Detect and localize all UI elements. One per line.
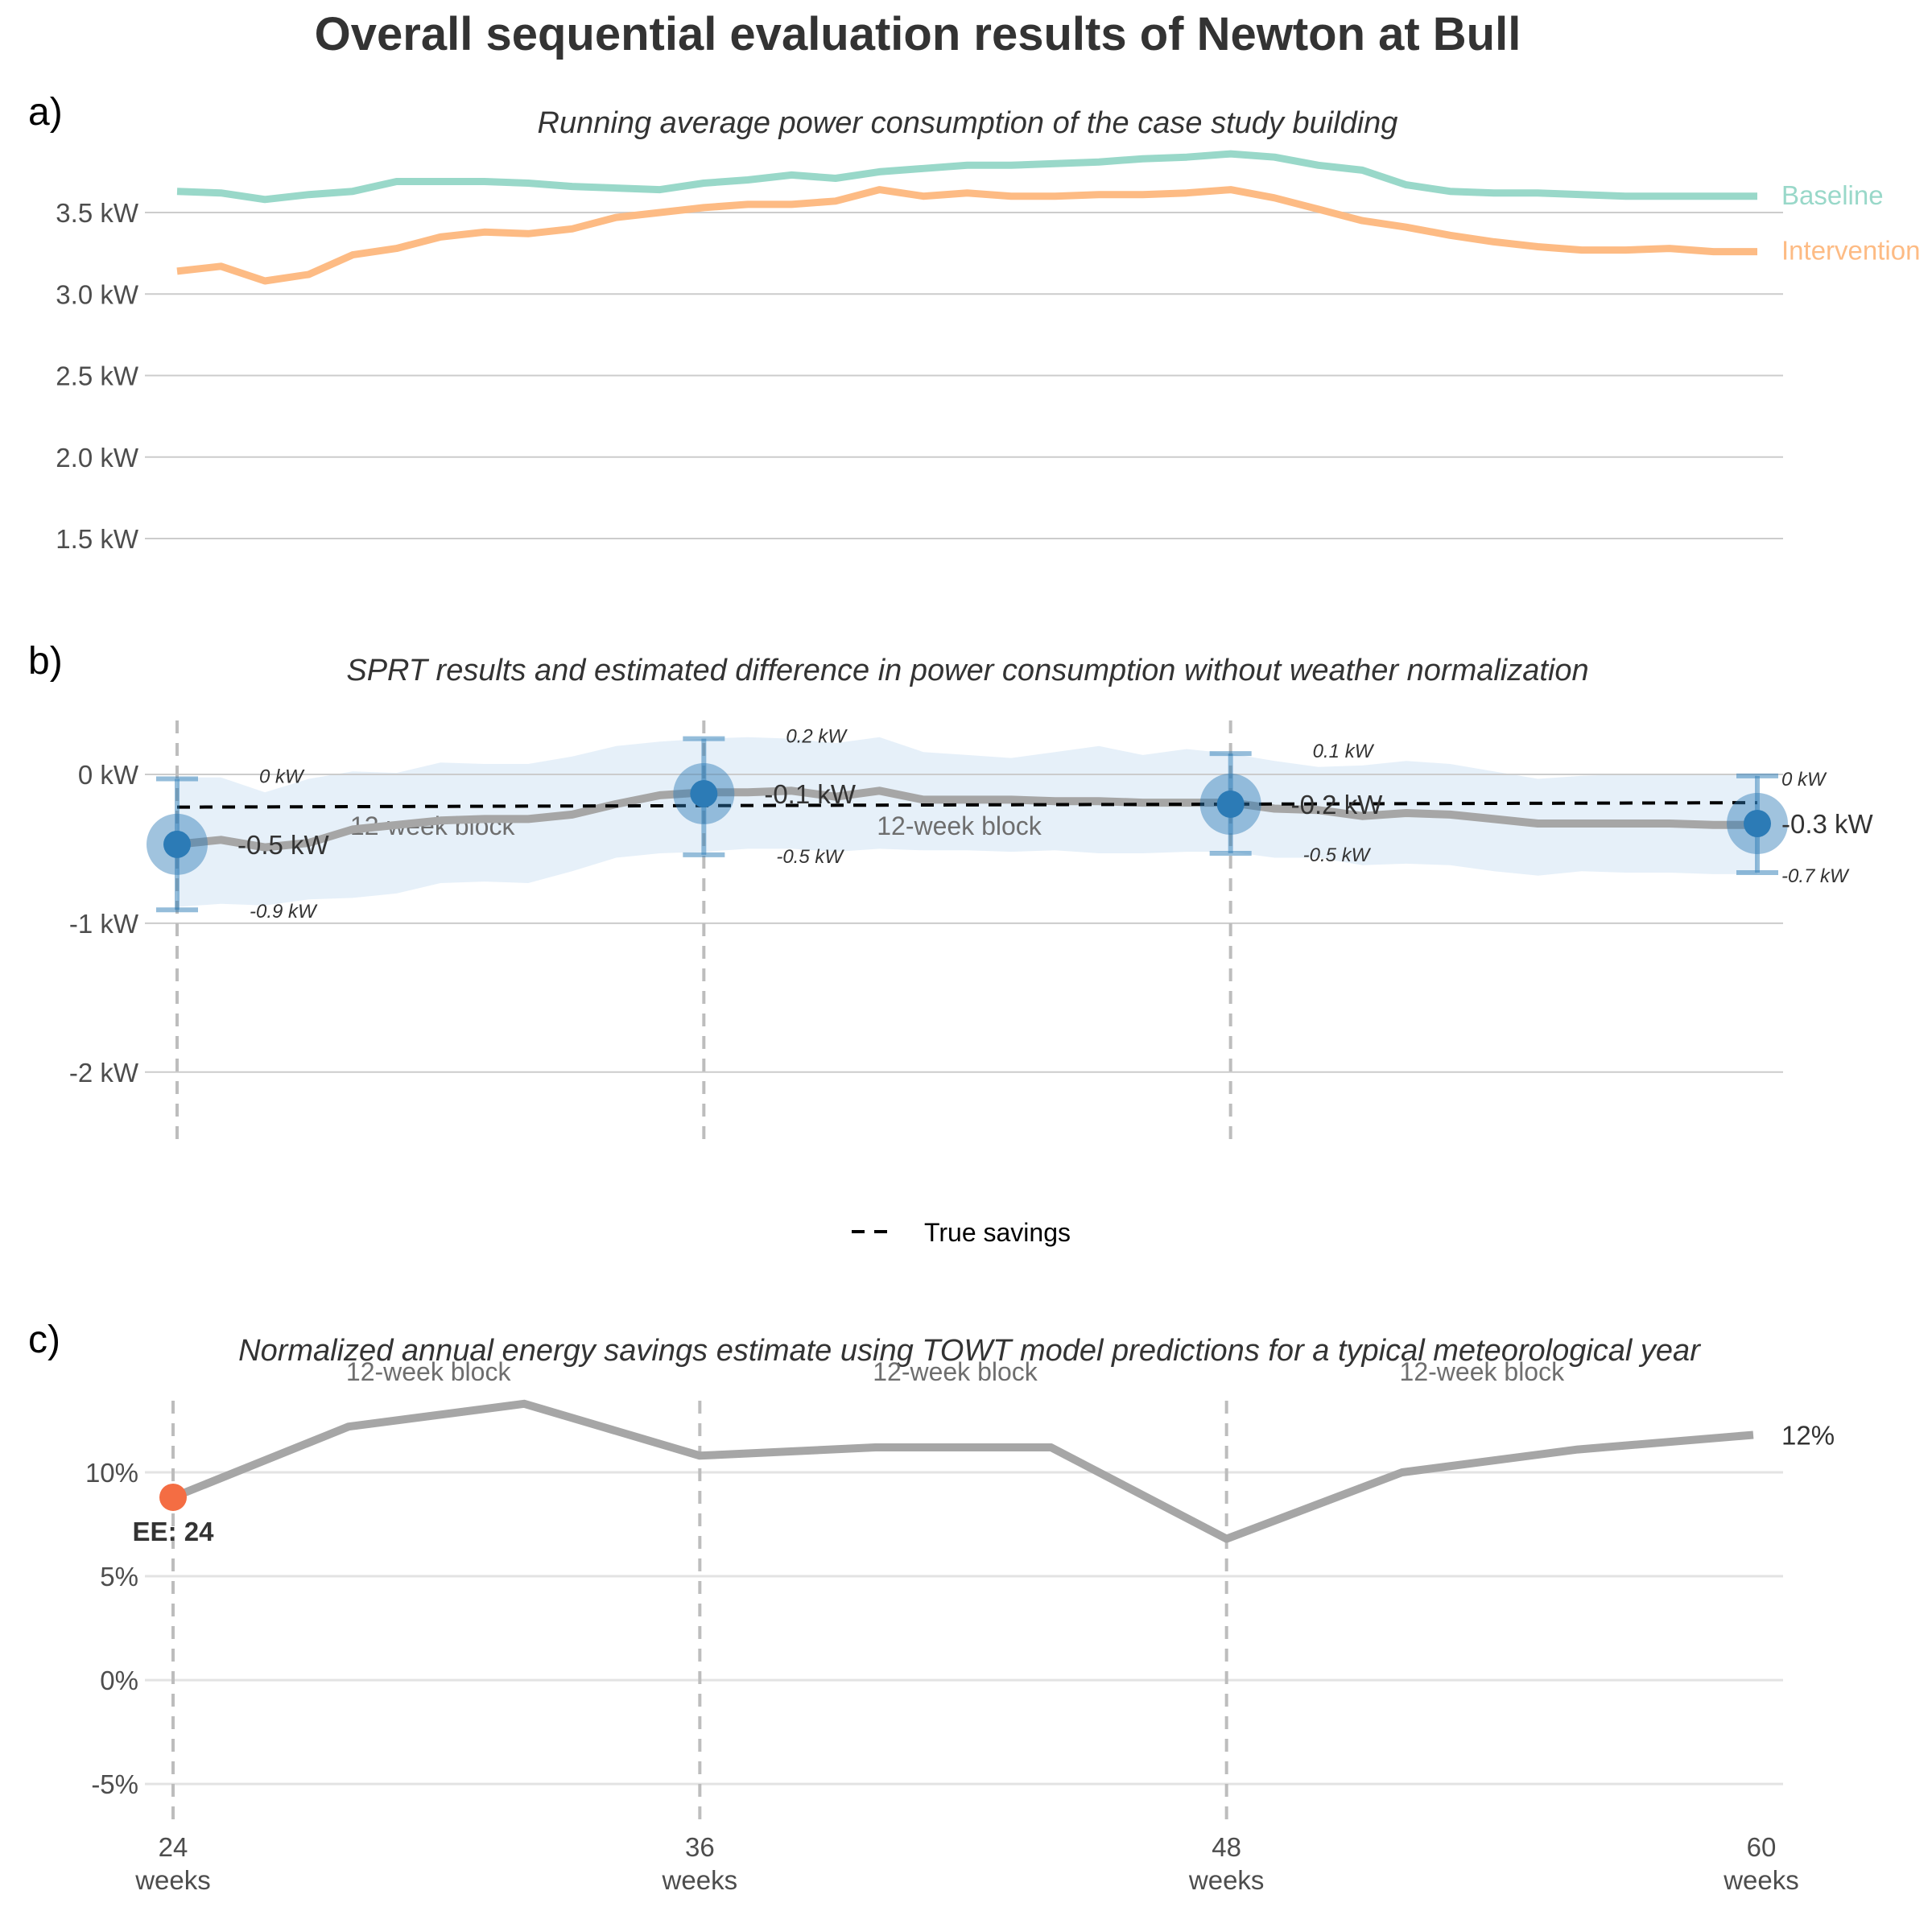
panel-b-estimate bbox=[176, 786, 1757, 852]
y-tick-label: 2.0 kW bbox=[56, 443, 139, 473]
y-tick-label: -1 kW bbox=[69, 909, 139, 939]
sprt-point: -0.1 kW 0.2 kW -0.5 kW bbox=[673, 726, 857, 868]
block-label: 12-week block bbox=[877, 811, 1042, 840]
sprt-point: -0.5 kW 0 kW -0.9 kW bbox=[147, 766, 330, 923]
y-tick-label: 0% bbox=[100, 1666, 138, 1695]
y-tick-label: -5% bbox=[91, 1769, 138, 1799]
chart-title: Overall sequential evaluation results of… bbox=[315, 8, 1521, 60]
sprt-upper-label: 0 kW bbox=[1781, 769, 1827, 791]
sprt-point-dot bbox=[163, 830, 191, 858]
sprt-point-label: -0.5 kW bbox=[237, 830, 330, 860]
panel-c-subtitle: Normalized annual energy savings estimat… bbox=[238, 1334, 1701, 1368]
block-label: 12-week block bbox=[873, 1357, 1038, 1386]
panel-a-end-labels: Baseline Intervention bbox=[1781, 180, 1920, 266]
x-tick-sublabel: weeks bbox=[1723, 1865, 1799, 1895]
end-label: 12% bbox=[1781, 1421, 1835, 1451]
panel-c-savings-series: 12% bbox=[171, 1399, 1835, 1543]
y-tick-label: 10% bbox=[85, 1458, 138, 1488]
x-tick-label: 48 bbox=[1212, 1832, 1241, 1862]
y-tick-label: 3.5 kW bbox=[56, 198, 139, 228]
y-tick-label: 5% bbox=[100, 1562, 138, 1591]
sprt-point-dot bbox=[1744, 809, 1771, 837]
block-label: 12-week block bbox=[346, 1357, 512, 1386]
panel-letter-b: b) bbox=[28, 640, 63, 683]
sprt-point: -0.2 kW 0.1 kW -0.5 kW bbox=[1199, 741, 1384, 866]
panel-b: b) SPRT results and estimated difference… bbox=[28, 640, 1874, 1247]
ee-label: EE: 24 bbox=[133, 1517, 215, 1546]
panel-b-true-savings bbox=[176, 801, 1758, 809]
panel-b-sprt-points: -0.5 kW0 kW-0.9 kW-0.1 kW0.2 kW-0.5 kW-0… bbox=[147, 726, 1874, 923]
panel-b-grid bbox=[145, 773, 1783, 1073]
panel-b-subtitle: SPRT results and estimated difference in… bbox=[346, 654, 1588, 687]
sprt-point-label: -0.1 kW bbox=[764, 779, 857, 809]
panel-b-y-ticks: -2 kW -1 kW 0 kW bbox=[69, 760, 139, 1088]
sprt-lower-label: -0.7 kW bbox=[1781, 865, 1850, 887]
x-tick-label: 60 bbox=[1747, 1832, 1777, 1862]
panel-letter-c: c) bbox=[28, 1319, 60, 1361]
sprt-lower-label: -0.5 kW bbox=[776, 846, 844, 868]
uncertainty-band bbox=[177, 737, 1757, 907]
y-tick-label: 3.0 kW bbox=[56, 279, 139, 309]
sprt-point: -0.3 kW 0 kW -0.7 kW bbox=[1727, 769, 1874, 887]
panel-b-uncertainty-band bbox=[177, 737, 1757, 907]
panel-c-grid bbox=[145, 1471, 1783, 1785]
y-tick-label: -2 kW bbox=[69, 1058, 139, 1088]
panel-a: a) Running average power consumption of … bbox=[28, 91, 1920, 554]
panel-c-checkpoint-lines bbox=[171, 1401, 1228, 1823]
block-label: 12-week block bbox=[1400, 1357, 1566, 1386]
sprt-point-dot bbox=[1216, 790, 1245, 818]
panel-c: c) Normalized annual energy savings esti… bbox=[28, 1319, 1835, 1895]
series-line-baseline bbox=[176, 150, 1757, 204]
sprt-lower-label: -0.9 kW bbox=[250, 901, 318, 923]
x-tick-sublabel: weeks bbox=[662, 1865, 738, 1895]
sprt-point-label: -0.2 kW bbox=[1291, 790, 1384, 819]
sprt-upper-label: 0.2 kW bbox=[786, 726, 848, 748]
legend: True savings bbox=[852, 1218, 1071, 1247]
ee-point bbox=[159, 1483, 187, 1511]
sprt-point-dot bbox=[690, 780, 718, 808]
panel-a-subtitle: Running average power consumption of the… bbox=[538, 106, 1398, 140]
panel-c-block-labels: 12-week block 12-week block 12-week block bbox=[346, 1357, 1565, 1386]
end-label-baseline: Baseline bbox=[1781, 180, 1884, 210]
y-tick-label: 1.5 kW bbox=[56, 524, 139, 554]
panel-c-y-ticks: -5% 0% 5% 10% bbox=[85, 1458, 138, 1799]
panel-a-grid bbox=[145, 212, 1783, 539]
panel-c-ee-marker: EE: 24 bbox=[133, 1483, 215, 1546]
panel-a-y-ticks: 1.5 kW 2.0 kW 2.5 kW 3.0 kW 3.5 kW bbox=[56, 198, 139, 554]
x-tick-sublabel: weeks bbox=[134, 1865, 211, 1895]
end-label-intervention: Intervention bbox=[1781, 236, 1920, 266]
y-tick-label: 0 kW bbox=[78, 760, 139, 790]
x-tick-sublabel: weeks bbox=[1188, 1865, 1265, 1895]
sprt-point-label: -0.3 kW bbox=[1781, 809, 1874, 839]
panel-letter-a: a) bbox=[28, 91, 63, 134]
legend-true-savings-label: True savings bbox=[924, 1218, 1071, 1247]
panel-a-series bbox=[176, 150, 1757, 285]
series-line-intervention bbox=[176, 186, 1757, 285]
x-tick-label: 36 bbox=[685, 1832, 715, 1862]
sprt-lower-label: -0.5 kW bbox=[1303, 844, 1372, 866]
estimate-line bbox=[176, 786, 1757, 852]
sprt-upper-label: 0 kW bbox=[259, 766, 305, 788]
y-tick-label: 2.5 kW bbox=[56, 361, 139, 391]
sprt-upper-label: 0.1 kW bbox=[1313, 741, 1375, 762]
true-savings-line bbox=[176, 801, 1758, 809]
x-tick-label: 24 bbox=[159, 1832, 188, 1862]
savings-line bbox=[171, 1399, 1754, 1543]
